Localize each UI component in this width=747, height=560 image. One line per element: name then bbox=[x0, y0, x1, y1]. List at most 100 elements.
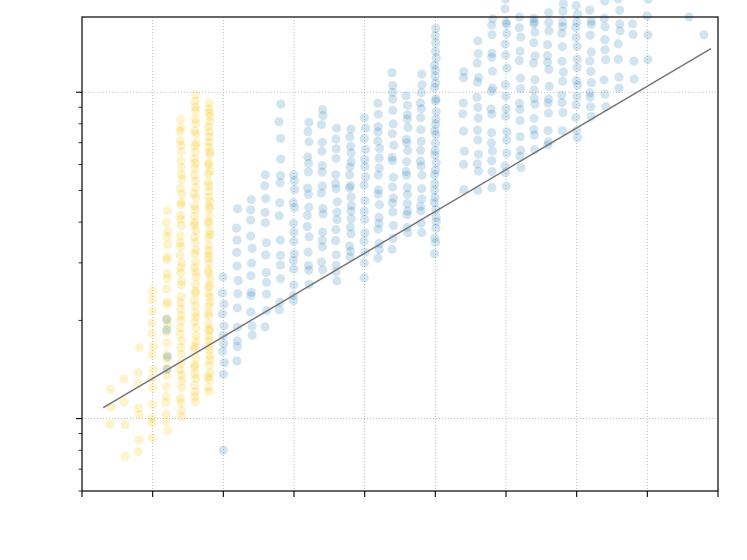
scatter-point bbox=[431, 38, 441, 48]
scatter-point bbox=[176, 140, 186, 150]
scatter-point bbox=[558, 0, 568, 9]
scatter-point bbox=[430, 96, 441, 106]
scatter-point bbox=[261, 238, 271, 248]
scatter-point bbox=[331, 123, 342, 133]
scatter-point bbox=[317, 105, 328, 115]
scatter-point bbox=[572, 17, 582, 27]
scatter-point bbox=[189, 263, 199, 273]
scatter-point bbox=[134, 410, 144, 420]
scatter-point bbox=[191, 183, 201, 193]
scatter-point bbox=[205, 280, 215, 290]
axis-ticks bbox=[76, 91, 719, 497]
scatter-point bbox=[176, 276, 187, 286]
scatter-point bbox=[416, 161, 426, 171]
scatter-point bbox=[190, 317, 200, 327]
scatter-point bbox=[544, 8, 554, 18]
scatter-point bbox=[204, 192, 214, 202]
scatter-point bbox=[501, 17, 511, 27]
scatter-point bbox=[430, 138, 441, 148]
scatter-point bbox=[472, 58, 482, 68]
scatter-point bbox=[431, 223, 441, 233]
scatter-point bbox=[176, 147, 186, 157]
scatter-point bbox=[317, 137, 327, 147]
scatter-point bbox=[359, 113, 369, 123]
scatter-point bbox=[572, 9, 583, 19]
scatter-point bbox=[304, 137, 314, 147]
scatter-point bbox=[204, 258, 214, 268]
scatter-point bbox=[190, 397, 200, 407]
scatter-point bbox=[162, 297, 172, 307]
scatter-point bbox=[204, 301, 214, 311]
scatter-point bbox=[246, 215, 256, 225]
blue-series bbox=[162, 0, 709, 455]
scatter-point bbox=[191, 308, 201, 318]
scatter-point bbox=[205, 355, 215, 365]
scatter-point bbox=[303, 152, 313, 162]
scatter-point bbox=[571, 100, 581, 110]
scatter-point bbox=[191, 192, 201, 203]
scatter-point bbox=[189, 154, 199, 164]
scatter-point bbox=[572, 80, 583, 90]
scatter-point bbox=[417, 69, 427, 79]
scatter-point bbox=[190, 387, 200, 397]
scatter-point bbox=[162, 325, 172, 335]
scatter-point bbox=[204, 104, 214, 114]
scatter-point bbox=[190, 147, 200, 157]
scatter-point bbox=[274, 211, 284, 221]
scatter-point bbox=[403, 122, 413, 133]
scatter-point bbox=[106, 384, 116, 394]
scatter-point bbox=[276, 99, 286, 109]
scatter-point bbox=[190, 176, 200, 186]
scatter-point bbox=[176, 398, 186, 408]
scatter-point bbox=[344, 241, 355, 251]
scatter-point bbox=[345, 132, 355, 142]
scatter-point bbox=[417, 194, 427, 204]
scatter-point bbox=[473, 135, 483, 145]
scatter-point bbox=[429, 197, 440, 208]
scatter-point bbox=[558, 6, 568, 16]
scatter-point bbox=[360, 154, 370, 165]
scatter-point bbox=[134, 435, 144, 445]
scatter-point bbox=[147, 286, 158, 296]
scatter-point bbox=[699, 30, 709, 40]
scatter-point bbox=[416, 136, 426, 146]
scatter-point bbox=[232, 204, 243, 214]
scatter-point bbox=[204, 331, 214, 341]
scatter-point bbox=[487, 128, 497, 138]
scatter-point bbox=[501, 181, 511, 191]
scatter-point bbox=[246, 205, 256, 215]
scatter-point bbox=[402, 114, 412, 124]
scatter-point bbox=[317, 242, 328, 252]
scatter-point bbox=[544, 81, 554, 91]
scatter-point bbox=[571, 0, 581, 11]
scatter-point bbox=[344, 183, 355, 193]
scatter-point bbox=[204, 360, 214, 370]
scatter-point bbox=[387, 155, 398, 166]
scatter-point bbox=[303, 167, 314, 177]
scatter-point bbox=[261, 193, 271, 204]
scatter-point bbox=[486, 104, 496, 114]
scatter-point bbox=[317, 146, 327, 156]
scatter-point bbox=[189, 217, 199, 227]
scatter-point bbox=[416, 125, 426, 135]
scatter-point bbox=[346, 157, 356, 167]
scatter-point bbox=[373, 224, 383, 234]
scatter-point bbox=[530, 99, 540, 109]
scatter-point bbox=[642, 11, 652, 21]
scatter-point bbox=[204, 108, 214, 118]
scatter-point bbox=[487, 167, 497, 177]
scatter-point bbox=[388, 80, 398, 91]
scatter-point bbox=[332, 276, 342, 286]
scatter-point bbox=[191, 373, 201, 383]
scatter-point bbox=[388, 119, 398, 129]
scatter-point bbox=[501, 91, 511, 101]
scatter-point bbox=[189, 232, 200, 242]
scatter-point bbox=[189, 189, 199, 199]
scatter-point bbox=[190, 96, 200, 106]
scatter-point bbox=[571, 75, 582, 86]
scatter-point bbox=[430, 126, 440, 136]
scatter-point bbox=[529, 125, 539, 135]
scatter-point bbox=[601, 55, 611, 65]
scatter-point bbox=[514, 55, 524, 66]
scatter-point bbox=[176, 242, 186, 252]
